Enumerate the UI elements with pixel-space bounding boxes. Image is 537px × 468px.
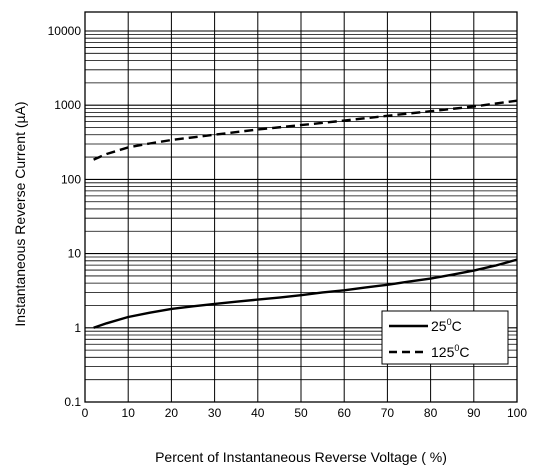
y-tick-label: 10 [68, 247, 82, 261]
legend-25c-unit: C [452, 318, 462, 334]
x-tick-label: 70 [381, 406, 395, 420]
y-axis-title-text: Instantaneous Reverse Current ( [12, 123, 28, 326]
x-tick-label: 30 [208, 406, 222, 420]
legend-box [381, 310, 509, 365]
y-tick-labels: 0.1 1 10 100 1000 10000 [48, 24, 82, 409]
legend-25c-degree: 0 [447, 317, 452, 327]
x-tick-label: 90 [467, 406, 481, 420]
x-tick-label: 20 [165, 406, 179, 420]
x-tick-label: 60 [338, 406, 352, 420]
x-tick-label: 40 [251, 406, 265, 420]
plot-frame [84, 11, 518, 403]
legend-label-25c: 250C [431, 317, 462, 334]
y-tick-label: 100 [61, 172, 81, 186]
x-tick-label: 100 [507, 406, 527, 420]
x-tick-label: 10 [122, 406, 136, 420]
y-axis-title-unit: A) [12, 101, 28, 115]
legend-125c-temp: 125 [431, 344, 455, 360]
legend-25c-temp: 25 [431, 318, 447, 334]
legend-label-125c: 1250C [431, 343, 470, 360]
y-tick-label: 0.1 [64, 395, 81, 409]
x-tick-labels: 0 10 20 30 40 50 60 70 80 90 100 [82, 406, 528, 420]
y-tick-label: 10000 [48, 24, 82, 38]
x-tick-label: 0 [82, 406, 89, 420]
series-25c-line [93, 258, 518, 329]
x-tick-label: 80 [424, 406, 438, 420]
y-tick-label: 1 [74, 321, 81, 335]
series-125c-line [93, 99, 518, 161]
legend-125c-degree: 0 [454, 343, 459, 353]
y-axis-title-mu: µ [12, 115, 28, 123]
x-axis-title: Percent of Instantaneous Reverse Voltage… [155, 449, 447, 465]
series-lines [93, 99, 518, 329]
legend-125c-unit: C [459, 344, 469, 360]
y-tick-label: 1000 [54, 98, 81, 112]
legend: 250C 1250C [381, 310, 509, 365]
x-tick-label: 50 [294, 406, 308, 420]
y-axis-title: Instantaneous Reverse Current (µA) [12, 101, 28, 326]
